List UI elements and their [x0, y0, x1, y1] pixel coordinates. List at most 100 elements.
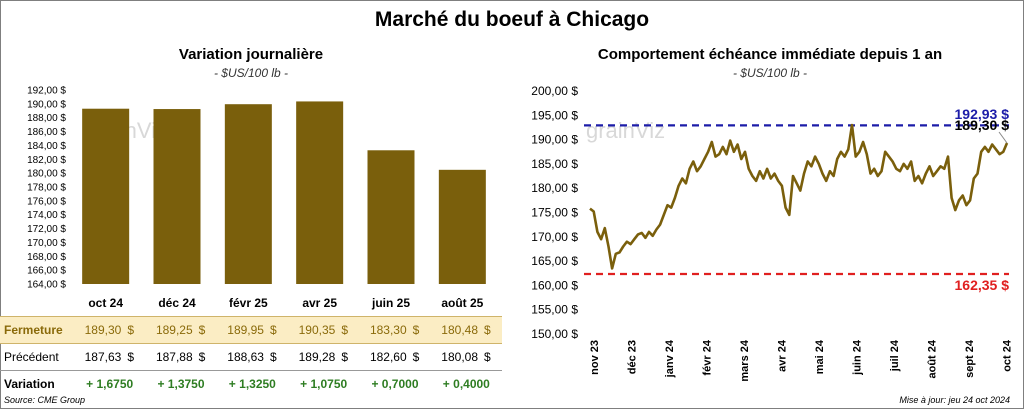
left-panel-unit: - $US/100 lb -: [213, 66, 289, 80]
variation-value: + 0,7000: [359, 370, 431, 397]
bar: [296, 101, 344, 284]
currency: $: [121, 316, 146, 344]
y-tick-label: 170,00 $: [27, 238, 66, 249]
currency: $: [478, 316, 502, 344]
precedent-value: 180,08: [441, 350, 478, 364]
last-price-leader: [998, 131, 1008, 144]
bar: [367, 150, 415, 284]
x-tick-label: oct 24: [1002, 339, 1014, 372]
x-tick-label: juin 25: [371, 296, 410, 310]
x-tick-label: sept 24: [964, 339, 976, 378]
y-tick-label: 170,00 $: [531, 230, 578, 244]
x-tick-label: févr 25: [229, 296, 268, 310]
y-tick-label: 168,00 $: [27, 252, 66, 263]
variation-value: + 0,4000: [430, 370, 502, 397]
variation-value: + 1,0750: [287, 370, 360, 397]
fermeture-value: 190,35: [287, 316, 336, 344]
update-note: Mise à jour: jeu 24 oct 2024: [899, 395, 1010, 405]
y-tick-label: 188,00 $: [27, 113, 66, 124]
table-row-fermeture: Fermeture 189,30 $ 189,25 $ 189,95 $ 190,35…: [0, 316, 502, 344]
page-title: Marché du boeuf à Chicago: [374, 8, 650, 31]
x-tick-label: févr 24: [702, 339, 714, 375]
y-tick-label: 192,00 $: [27, 86, 66, 97]
x-tick-label: oct 24: [88, 296, 123, 310]
futures-table: Fermeture 189,30 $ 189,25 $ 189,95 $ 190,35…: [0, 316, 502, 397]
currency: $: [406, 316, 431, 344]
x-tick-label: juin 24: [852, 339, 864, 376]
y-tick-label: 190,00 $: [27, 99, 66, 110]
left-panel-title: Variation journalière: [178, 46, 324, 63]
y-tick-label: 180,00 $: [27, 169, 66, 180]
y-tick-label: 176,00 $: [27, 196, 66, 207]
x-tick-label: janv 24: [664, 339, 676, 378]
variation-value: + 1,3750: [145, 370, 217, 397]
fermeture-value: 189,95: [216, 316, 264, 344]
fermeture-value: 180,48: [430, 316, 478, 344]
x-tick-label: mars 24: [739, 339, 751, 381]
currency: $: [263, 316, 288, 344]
y-tick-label: 160,00 $: [531, 278, 578, 292]
currency: $: [127, 350, 135, 364]
bar: [82, 108, 130, 284]
row-label-variation: Variation: [0, 370, 74, 397]
x-tick-label: nov 23: [589, 340, 601, 375]
price-line: [589, 123, 1009, 270]
x-tick-label: avr 25: [302, 296, 337, 310]
precedent-value: 188,63: [227, 350, 264, 364]
fermeture-value: 189,30: [74, 316, 122, 344]
currency: $: [412, 350, 420, 364]
currency: $: [341, 350, 348, 364]
bar-chart: grainViz 192,00 $190,00 $188,00 $186,00 …: [27, 86, 486, 310]
line-chart: grainViz 200,00 $ 195,00 $ 190,00 $ 185,00 …: [531, 84, 1014, 382]
row-label-precedent: Précédent: [4, 350, 59, 364]
precedent-value: 187,88: [155, 350, 193, 364]
fermeture-value: 183,30: [359, 316, 407, 344]
y-tick-label: 150,00 $: [531, 327, 578, 341]
precedent-value: 182,60: [369, 350, 407, 364]
currency: $: [335, 316, 360, 344]
last-price-label: 189,30 $: [955, 117, 1010, 133]
max-price-label: 192,93 $: [955, 106, 1010, 122]
right-panel-title: Comportement échéance immédiate depuis 1…: [597, 46, 943, 63]
fermeture-value: 189,25: [145, 316, 193, 344]
precedent-value: 187,63: [84, 350, 122, 364]
row-label-fermeture: Fermeture: [0, 316, 74, 344]
watermark-right: grainViz: [586, 118, 665, 143]
y-tick-label: 185,00 $: [531, 157, 578, 171]
x-tick-label: avr 24: [777, 339, 789, 372]
y-tick-label: 186,00 $: [27, 127, 66, 138]
bar: [224, 104, 272, 284]
x-tick-label: juil 24: [889, 339, 901, 372]
currency: $: [198, 350, 206, 364]
currency: $: [192, 316, 217, 344]
x-tick-label: déc 24: [158, 296, 196, 310]
y-tick-label: 155,00 $: [531, 303, 578, 317]
precedent-value: 189,28: [298, 350, 336, 364]
y-tick-label: 190,00 $: [531, 133, 578, 147]
min-price-label: 162,35 $: [955, 277, 1010, 293]
y-tick-label: 165,00 $: [531, 254, 578, 268]
bar: [438, 169, 486, 284]
x-tick-label: déc 23: [627, 340, 639, 374]
y-tick-label: 172,00 $: [27, 224, 66, 235]
y-tick-label: 178,00 $: [27, 183, 66, 194]
y-tick-label: 200,00 $: [531, 84, 578, 98]
variation-value: + 1,6750: [74, 370, 146, 397]
x-tick-label: mai 24: [814, 339, 826, 374]
x-tick-label: août 24: [927, 339, 939, 378]
y-tick-label: 174,00 $: [27, 210, 66, 221]
y-tick-label: 182,00 $: [27, 155, 66, 166]
currency: $: [484, 350, 491, 364]
y-tick-label: 164,00 $: [27, 280, 66, 291]
x-tick-label: août 25: [441, 296, 483, 310]
y-tick-label: 184,00 $: [27, 141, 66, 152]
currency: $: [269, 350, 277, 364]
bar: [153, 109, 201, 284]
table-row-variation: Variation + 1,6750 + 1,3750 + 1,3250 + 1…: [0, 370, 502, 397]
y-tick-label: 175,00 $: [531, 206, 578, 220]
y-tick-label: 180,00 $: [531, 181, 578, 195]
source-note: Source: CME Group: [4, 395, 86, 405]
right-panel-unit: - $US/100 lb -: [732, 66, 808, 80]
table-row-precedent: Précédent 187,63 $ 187,88 $ 188,63 $ 189,28…: [0, 344, 502, 371]
y-tick-label: 195,00 $: [531, 108, 578, 122]
